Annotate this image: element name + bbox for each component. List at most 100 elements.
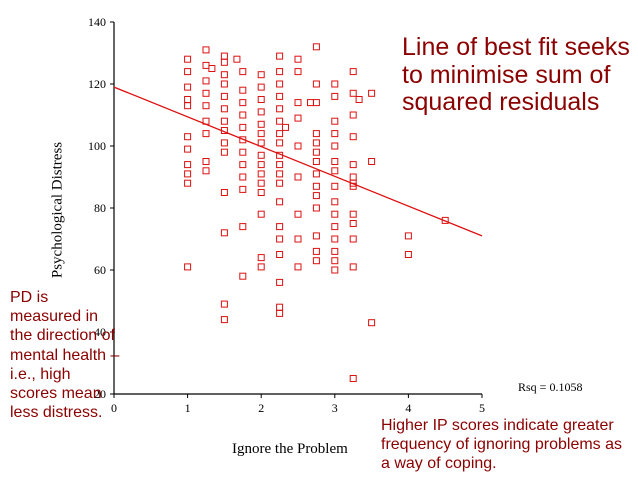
x-tick-label: 2 [258,401,264,415]
data-point [312,182,320,190]
data-point [184,96,192,103]
data-point [368,158,376,165]
data-point [239,111,247,119]
data-point [331,266,339,274]
data-point [349,173,357,181]
data-point [202,61,210,69]
data-point [349,220,357,227]
data-point [349,161,357,169]
data-point [184,83,192,91]
data-point [220,229,228,237]
data-point [184,133,192,141]
data-point [312,130,320,138]
data-point [349,133,357,141]
data-point [257,130,265,138]
data-point [312,158,320,165]
data-point [276,179,284,187]
data-point [239,161,247,169]
data-point [312,170,320,178]
data-point [276,303,284,311]
data-point [233,55,241,63]
data-point [294,173,302,181]
data-point [312,247,320,255]
data-point [331,92,339,100]
y-tick-label: 60 [94,263,106,277]
data-point [294,99,302,107]
data-point [239,99,247,107]
x-tick-label: 3 [332,401,338,415]
data-point [239,185,247,193]
data-point [208,65,216,72]
data-point [220,92,228,100]
data-point [331,142,339,150]
data-point [257,263,265,271]
data-point [312,99,320,107]
pd-direction-callout: PD is measured in the direction of menta… [10,289,120,422]
data-point [276,235,284,243]
data-point [331,130,339,138]
data-point [220,58,228,66]
y-axis-label: Psychological Distress [49,141,66,279]
data-point [239,272,247,280]
data-point [184,68,192,76]
data-point [276,52,284,60]
x-axis-label: Ignore the Problem [232,441,348,457]
data-point [294,142,302,150]
data-point [257,139,265,147]
data-point [202,77,210,85]
data-point [220,316,228,324]
data-point [257,161,265,169]
data-point [349,89,357,97]
data-point [220,71,228,79]
data-point [184,161,192,169]
axis-ticks [110,21,483,398]
data-point [184,145,192,153]
data-point [349,263,357,271]
data-point [276,117,284,125]
data-point [257,170,265,178]
data-point [294,114,302,122]
data-point [349,235,357,243]
data-point [184,55,192,63]
data-point [294,55,302,63]
y-tick-label: 140 [88,15,106,29]
data-point [276,251,284,258]
data-point [220,117,228,125]
data-point [220,189,228,196]
data-point [220,80,228,88]
data-point [239,123,247,131]
data-point [294,263,302,271]
data-point [276,105,284,113]
x-tick-label: 4 [405,401,411,415]
data-point [257,254,265,262]
best-fit-callout: Line of best fit seeks to minimise sum o… [402,33,630,116]
data-point [184,102,192,110]
data-point [312,139,320,147]
data-point [257,96,265,103]
data-point [239,173,247,181]
data-point [294,235,302,243]
data-point [257,83,265,91]
data-point [307,99,315,107]
data-point [349,210,357,218]
y-tick-label: 40 [94,325,106,339]
data-point [202,158,210,165]
data-point [220,105,228,113]
data-point [202,102,210,110]
axis-tick-labels: 20 40 60 80 100 120 140 0 1 2 3 4 5 [88,15,485,415]
data-point [257,151,265,159]
data-point [331,198,339,206]
data-point [220,300,228,308]
data-point [312,192,320,200]
data-point [276,170,284,178]
data-point [276,278,284,286]
data-point [331,158,339,165]
x-tick-label: 1 [185,401,191,415]
data-point [257,108,265,116]
data-point [331,167,339,175]
data-point [202,89,210,97]
y-tick-label: 100 [88,139,106,153]
data-point [239,86,247,94]
data-point [220,148,228,156]
